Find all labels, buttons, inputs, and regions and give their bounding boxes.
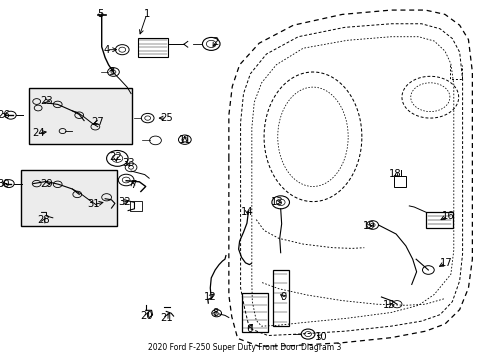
Text: 29: 29 <box>40 179 53 189</box>
Bar <box>129 201 142 211</box>
Text: 16: 16 <box>441 211 453 221</box>
Text: 18: 18 <box>388 168 401 179</box>
Text: 6: 6 <box>245 324 252 334</box>
Text: 25: 25 <box>160 113 172 123</box>
Text: 2: 2 <box>211 37 218 48</box>
Text: 32: 32 <box>118 197 131 207</box>
Text: 9: 9 <box>280 292 286 302</box>
Text: 28: 28 <box>38 215 50 225</box>
Text: 13: 13 <box>270 197 283 207</box>
Text: 1: 1 <box>143 9 150 19</box>
Text: 8: 8 <box>212 308 218 318</box>
Text: 27: 27 <box>91 117 104 127</box>
Text: 24: 24 <box>32 128 44 138</box>
Text: 15: 15 <box>382 300 395 310</box>
Text: 22: 22 <box>109 152 122 162</box>
Bar <box>241 293 268 332</box>
Text: 17: 17 <box>439 258 451 268</box>
Text: 33: 33 <box>122 158 134 168</box>
Bar <box>426 212 452 228</box>
Text: 12: 12 <box>203 292 216 302</box>
Bar <box>393 176 406 187</box>
Text: 26: 26 <box>0 110 10 120</box>
Text: 14: 14 <box>241 207 253 217</box>
Text: 10: 10 <box>314 332 326 342</box>
Bar <box>138 38 168 57</box>
Text: 4: 4 <box>103 45 109 55</box>
Text: 5: 5 <box>97 9 103 19</box>
Text: 23: 23 <box>40 96 53 106</box>
Text: 30: 30 <box>0 179 10 189</box>
Bar <box>20 170 117 226</box>
Text: 11: 11 <box>178 135 191 145</box>
Text: 21: 21 <box>160 312 172 323</box>
Bar <box>29 88 132 144</box>
Text: 31: 31 <box>87 199 100 210</box>
Text: 3: 3 <box>108 67 114 77</box>
Text: 7: 7 <box>129 180 136 190</box>
Text: 2020 Ford F-250 Super Duty Front Door Diagram 3: 2020 Ford F-250 Super Duty Front Door Di… <box>147 343 341 352</box>
Text: 20: 20 <box>140 311 153 321</box>
Text: 19: 19 <box>363 221 375 231</box>
Bar <box>272 270 288 326</box>
